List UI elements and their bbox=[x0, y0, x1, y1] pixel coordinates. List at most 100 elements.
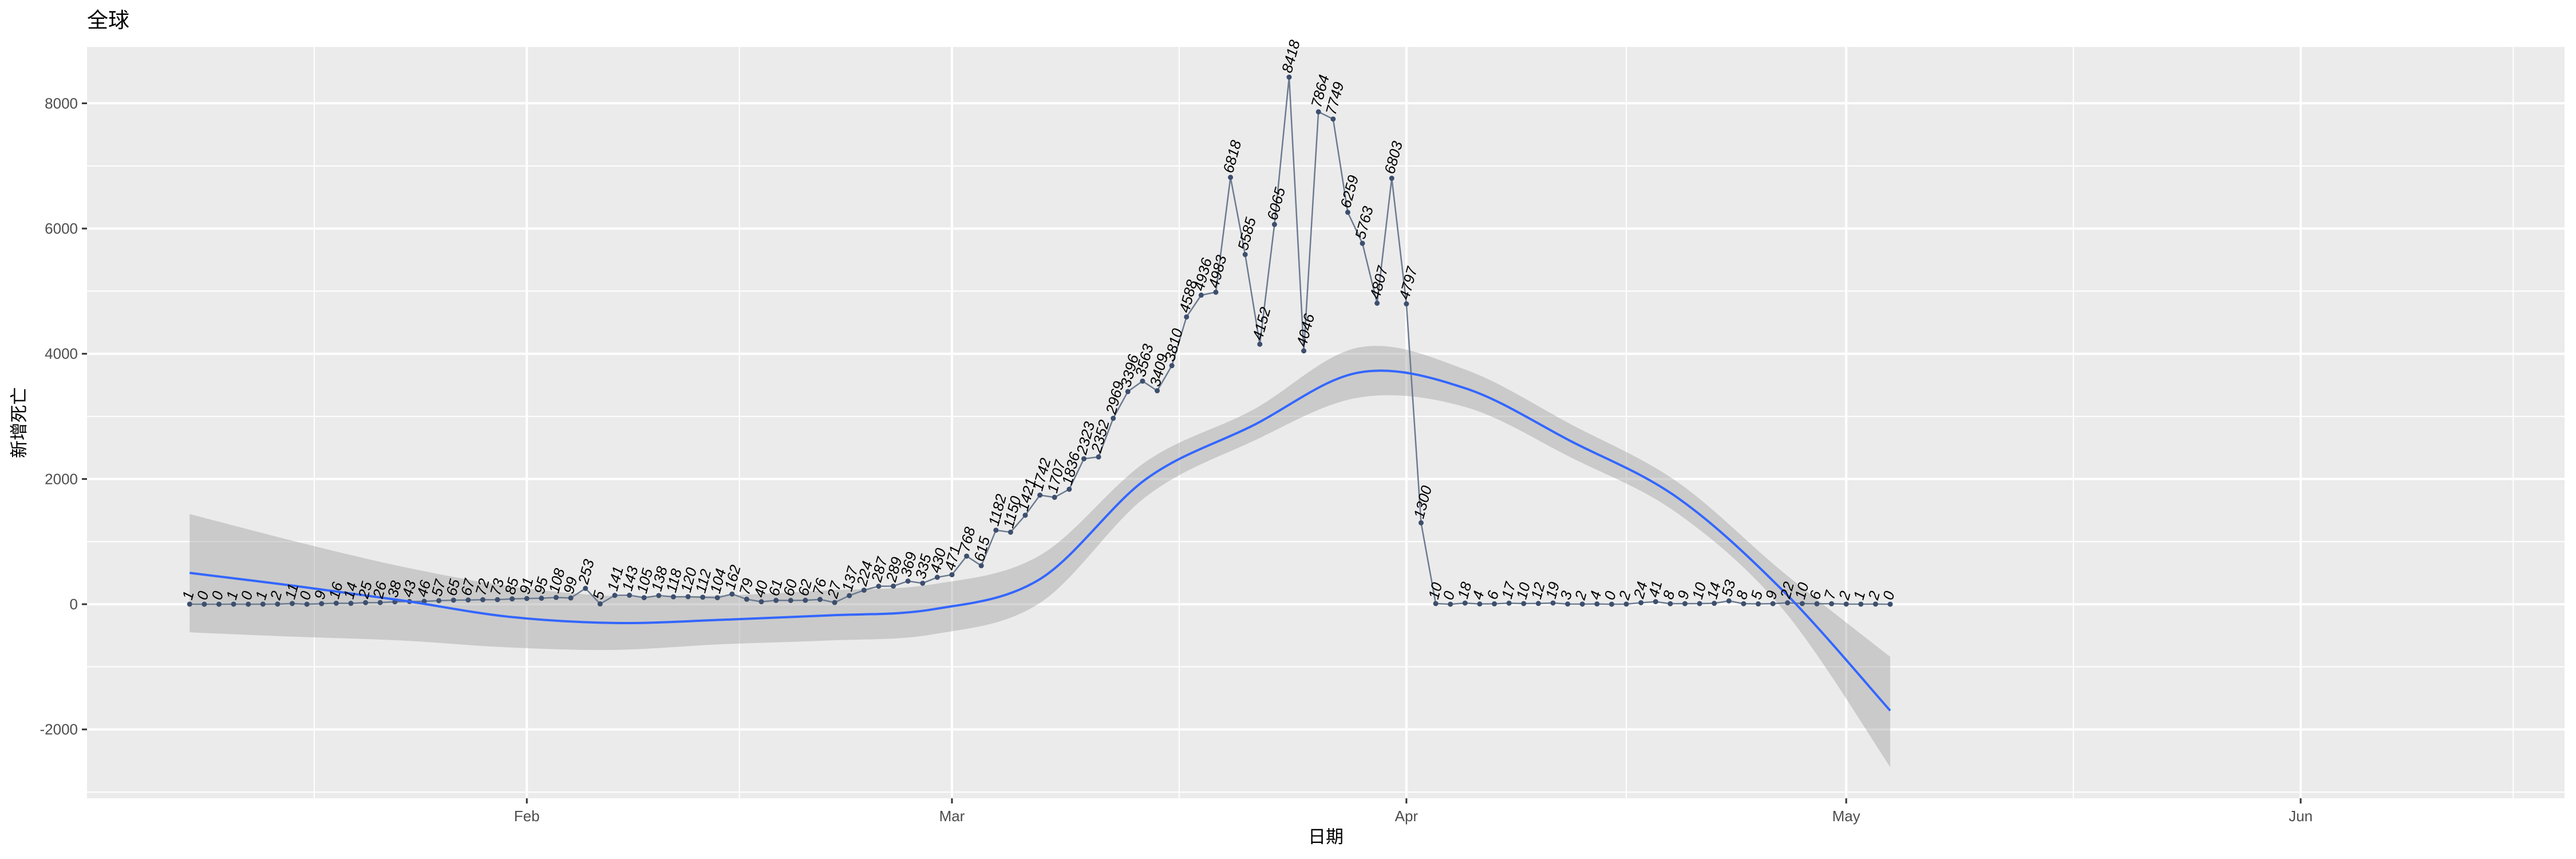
data-point bbox=[1550, 600, 1556, 606]
data-point bbox=[1198, 292, 1204, 298]
data-point bbox=[1242, 251, 1248, 257]
series-points-layer bbox=[187, 74, 1893, 607]
data-point bbox=[1726, 598, 1732, 604]
data-point bbox=[260, 601, 266, 607]
confidence-band-layer bbox=[189, 345, 1890, 767]
smooth-line-layer bbox=[189, 369, 1891, 712]
data-point bbox=[1315, 109, 1321, 115]
data-point bbox=[377, 600, 383, 605]
data-point bbox=[993, 527, 999, 533]
x-tick-label: Jun bbox=[2289, 807, 2313, 825]
x-tick-label: Feb bbox=[514, 807, 540, 825]
data-point bbox=[509, 596, 515, 602]
y-axis-title: 新增死亡 bbox=[9, 387, 29, 458]
data-point bbox=[1213, 289, 1219, 295]
data-point bbox=[920, 580, 926, 586]
data-point bbox=[1345, 210, 1350, 215]
y-tick-label: 0 bbox=[70, 596, 78, 613]
data-point bbox=[451, 597, 456, 603]
y-axis: -2000 0 2000 4000 6000 8000 bbox=[40, 94, 87, 738]
data-point bbox=[583, 585, 588, 591]
data-point bbox=[1579, 601, 1585, 607]
data-point bbox=[1814, 601, 1820, 606]
data-point bbox=[436, 598, 442, 604]
data-point bbox=[847, 593, 852, 598]
data-point bbox=[1668, 601, 1673, 606]
major-grid bbox=[87, 47, 2565, 798]
smooth-line bbox=[189, 369, 1891, 712]
data-point bbox=[1111, 415, 1116, 421]
data-point bbox=[231, 601, 236, 607]
data-point bbox=[656, 593, 662, 598]
data-point bbox=[348, 601, 354, 606]
data-point bbox=[1506, 600, 1512, 606]
data-point bbox=[539, 596, 544, 601]
data-point bbox=[1271, 222, 1277, 227]
data-point bbox=[1404, 301, 1409, 307]
data-point bbox=[333, 600, 339, 606]
data-point bbox=[1741, 601, 1747, 606]
data-point bbox=[627, 592, 633, 598]
data-point bbox=[1286, 74, 1292, 80]
data-point bbox=[788, 598, 793, 604]
data-point bbox=[216, 601, 222, 607]
data-point bbox=[670, 594, 676, 600]
data-point bbox=[1770, 601, 1776, 606]
data-point bbox=[1609, 601, 1614, 607]
data-point bbox=[1052, 494, 1057, 500]
data-point bbox=[1858, 601, 1864, 607]
data-point bbox=[275, 601, 280, 607]
y-tick-label: 6000 bbox=[45, 220, 78, 237]
data-point bbox=[1389, 175, 1394, 181]
data-point bbox=[612, 593, 618, 598]
data-point bbox=[1096, 454, 1101, 460]
data-point bbox=[1462, 600, 1468, 606]
data-point bbox=[1887, 601, 1893, 607]
data-point bbox=[1594, 601, 1600, 607]
data-point bbox=[861, 588, 867, 593]
x-axis-title: 日期 bbox=[1308, 827, 1344, 847]
data-point bbox=[803, 597, 808, 603]
data-point bbox=[1712, 601, 1717, 606]
y-tick-label: 2000 bbox=[45, 470, 78, 487]
data-point bbox=[1257, 341, 1263, 347]
data-point bbox=[905, 578, 911, 584]
data-point bbox=[1492, 601, 1498, 606]
data-point bbox=[597, 601, 603, 607]
data-point bbox=[1374, 301, 1380, 306]
data-point bbox=[1565, 601, 1571, 607]
y-tick-label: -2000 bbox=[40, 721, 78, 738]
data-point bbox=[1477, 601, 1483, 607]
data-point bbox=[290, 601, 295, 606]
x-tick-label: Apr bbox=[1395, 807, 1419, 825]
data-point bbox=[744, 596, 749, 602]
data-point bbox=[1872, 601, 1878, 607]
data-point bbox=[1418, 520, 1424, 526]
data-point bbox=[1330, 116, 1336, 122]
data-point bbox=[1829, 601, 1835, 606]
data-point bbox=[1140, 379, 1145, 384]
data-point bbox=[363, 600, 369, 605]
data-point bbox=[1535, 601, 1541, 606]
data-point bbox=[978, 563, 984, 569]
data-point bbox=[554, 594, 559, 600]
data-point bbox=[1521, 601, 1527, 606]
x-tick-label: May bbox=[1832, 807, 1860, 825]
data-point bbox=[1638, 600, 1644, 605]
data-point bbox=[1066, 486, 1072, 492]
plot-panel bbox=[87, 47, 2565, 798]
data-point bbox=[1360, 241, 1365, 246]
data-point bbox=[1653, 599, 1658, 605]
data-point bbox=[202, 601, 207, 607]
data-point bbox=[729, 591, 735, 597]
data-point bbox=[1785, 600, 1791, 606]
data-point bbox=[187, 601, 192, 607]
data-point bbox=[1799, 601, 1805, 606]
data-point bbox=[1301, 348, 1307, 354]
data-point bbox=[1682, 601, 1688, 606]
data-point bbox=[1448, 601, 1453, 607]
chart-title: 全球 bbox=[87, 9, 129, 32]
confidence-band bbox=[189, 345, 1890, 767]
minor-grid bbox=[87, 47, 2565, 798]
